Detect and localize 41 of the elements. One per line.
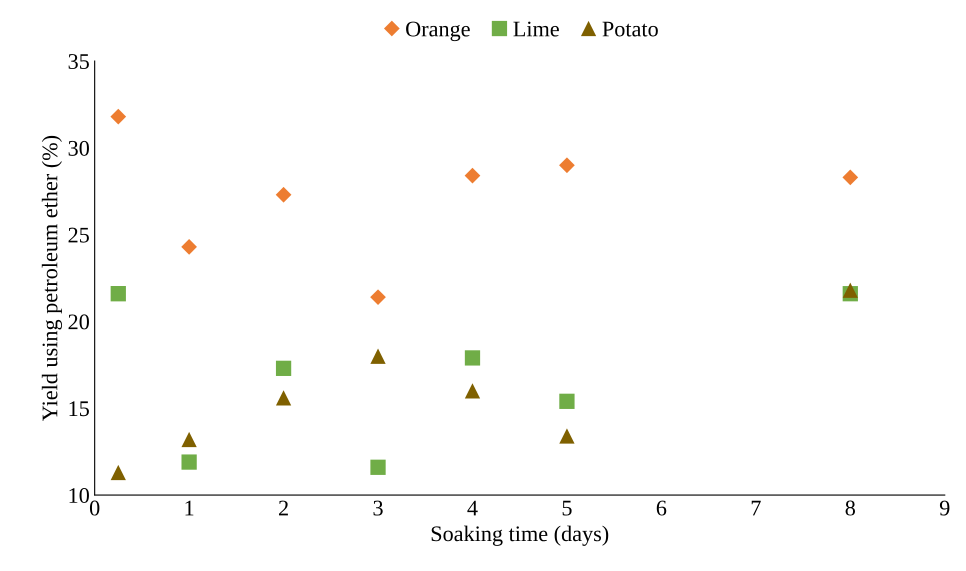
point (464, 350, 480, 366)
point (276, 360, 292, 376)
point (110, 108, 126, 124)
point (559, 157, 575, 174)
x-tick-label: 3 (374, 500, 383, 516)
point (559, 428, 575, 444)
point (464, 383, 480, 399)
x-tick-label: 9 (940, 500, 950, 516)
point (276, 186, 292, 203)
x-tick-label: 7 (752, 500, 761, 516)
point (181, 454, 197, 470)
y-tick-label: 10 (70, 488, 89, 503)
legend-label: Potato (602, 22, 658, 37)
point (110, 464, 126, 480)
x-tick-label: 0 (90, 500, 100, 516)
point (110, 286, 126, 302)
legend-label: Lime (513, 22, 559, 37)
y-tick-label: 15 (70, 401, 89, 416)
x-axis-title: Soaking time (days) (432, 526, 608, 546)
point (276, 390, 292, 406)
y-tick-label: 30 (68, 140, 89, 156)
x-tick-label: 8 (846, 500, 856, 516)
legend-label: Orange (406, 22, 470, 42)
point (464, 168, 480, 184)
point (181, 432, 197, 448)
point (842, 170, 858, 186)
point (370, 289, 386, 306)
y-tick-label: 25 (68, 228, 89, 243)
point (181, 238, 197, 255)
y-tick-label: 20 (68, 314, 89, 330)
y-tick-label: 35 (68, 54, 89, 70)
x-tick-label: 4 (467, 500, 478, 516)
y-axis-title: Yield using petroleum ether (%) (42, 136, 62, 421)
point (370, 460, 386, 475)
x-tick-label: 2 (278, 500, 288, 516)
x-tick-label: 6 (656, 500, 666, 516)
x-tick-label: 1 (186, 500, 194, 516)
point (559, 394, 575, 409)
point (370, 348, 386, 364)
x-tick-label: 5 (562, 500, 572, 516)
point (842, 282, 858, 298)
